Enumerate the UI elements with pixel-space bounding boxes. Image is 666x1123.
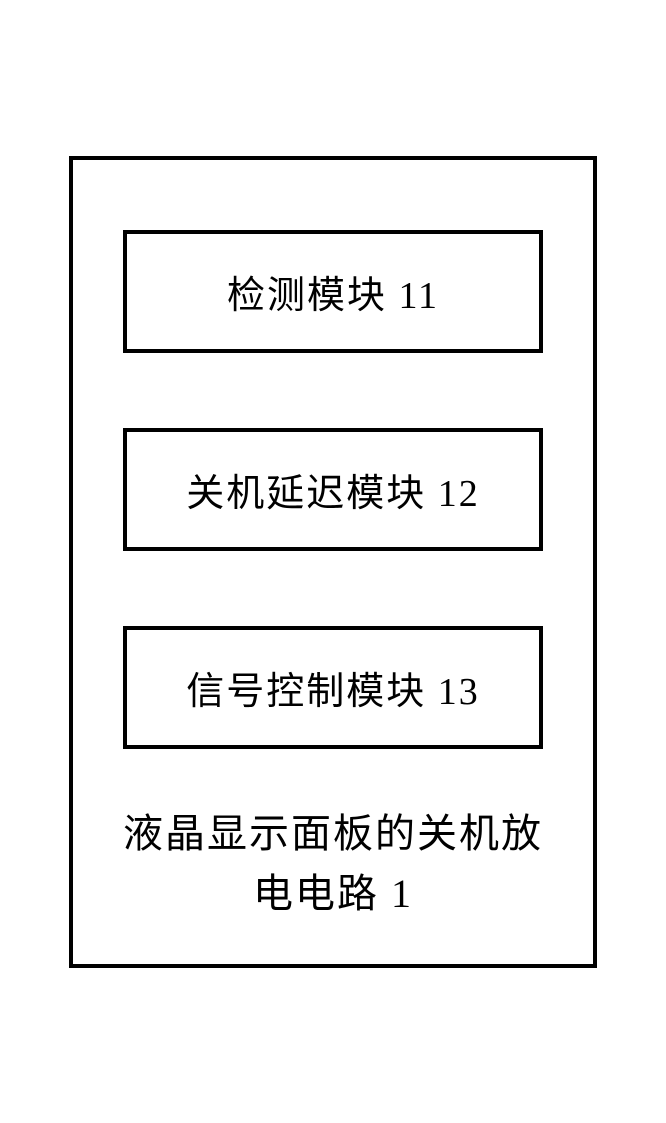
discharge-circuit-diagram: 检测模块 11 关机延迟模块 12 信号控制模块 13 液晶显示面板的关机放 电… — [69, 156, 597, 968]
detection-module-box: 检测模块 11 — [123, 230, 543, 353]
shutdown-delay-module-label: 关机延迟模块 12 — [186, 473, 480, 515]
shutdown-delay-module-box: 关机延迟模块 12 — [123, 428, 543, 551]
title-line-2: 电电路 1 — [253, 871, 413, 916]
title-line-1: 液晶显示面板的关机放 — [123, 811, 543, 856]
signal-control-module-label: 信号控制模块 13 — [186, 671, 480, 713]
signal-control-module-box: 信号控制模块 13 — [123, 626, 543, 749]
diagram-title: 液晶显示面板的关机放 电电路 1 — [123, 804, 543, 924]
detection-module-label: 检测模块 11 — [227, 275, 439, 317]
